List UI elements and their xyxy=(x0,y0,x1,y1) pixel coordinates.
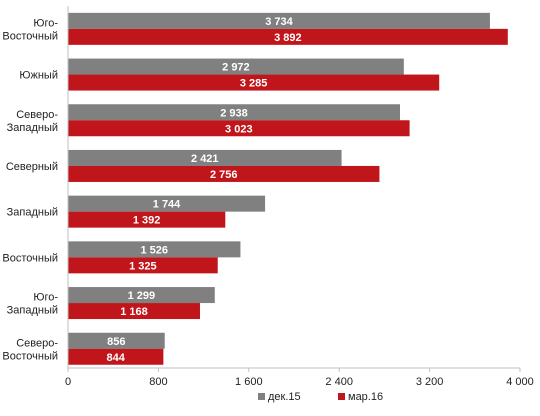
bar-dec15 xyxy=(68,195,266,212)
bar-mar16 xyxy=(68,348,164,365)
x-tick-label: 800 xyxy=(149,376,167,388)
x-tick-label: 1 600 xyxy=(235,376,263,388)
data-label: 2 756 xyxy=(210,169,238,181)
category-label: Восточный xyxy=(2,252,58,264)
bar-dec15 xyxy=(68,104,400,121)
bar-mar16 xyxy=(68,257,218,274)
data-label: 856 xyxy=(107,336,125,348)
legend-swatch xyxy=(258,393,265,400)
bar-mar16 xyxy=(68,303,200,320)
bar-mar16 xyxy=(68,211,226,228)
category-label: Западный xyxy=(7,207,58,219)
category-label: Северный xyxy=(6,161,58,173)
bar-mar16 xyxy=(68,165,380,182)
x-tick-label: 0 xyxy=(65,376,71,388)
bar-dec15 xyxy=(68,58,404,75)
bar-dec15 xyxy=(68,332,165,349)
legend-swatch xyxy=(338,393,345,400)
data-label: 3 892 xyxy=(274,32,302,44)
data-label: 1 325 xyxy=(129,260,157,272)
data-label: 3 023 xyxy=(225,123,253,135)
data-label: 2 938 xyxy=(220,107,248,119)
data-label: 1 392 xyxy=(133,215,161,227)
category-label: Северо-Западный xyxy=(7,109,59,134)
data-label: 2 972 xyxy=(222,62,250,74)
data-label: 2 421 xyxy=(191,153,219,165)
bar-mar16 xyxy=(68,28,508,45)
x-tick-label: 4 000 xyxy=(506,376,534,388)
data-label: 1 744 xyxy=(153,199,181,211)
legend-label: мар.16 xyxy=(348,391,383,403)
data-label: 3 734 xyxy=(265,16,293,28)
x-tick-label: 3 200 xyxy=(416,376,444,388)
data-label: 844 xyxy=(107,352,126,364)
x-tick-label: 2 400 xyxy=(325,376,353,388)
data-label: 1 526 xyxy=(140,244,168,256)
data-label: 3 285 xyxy=(240,78,268,90)
bar-dec15 xyxy=(68,241,241,258)
bar-dec15 xyxy=(68,12,490,29)
bar-dec15 xyxy=(68,287,215,304)
category-label: Юго-Западный xyxy=(7,292,59,317)
data-label: 1 168 xyxy=(120,306,148,318)
bar-mar16 xyxy=(68,74,440,91)
bar-mar16 xyxy=(68,120,410,137)
legend-label: дек.15 xyxy=(268,391,301,403)
category-label: Юго-Восточный xyxy=(2,17,58,42)
data-label: 1 299 xyxy=(128,290,156,302)
bar-dec15 xyxy=(68,149,342,166)
category-label: Северо-Восточный xyxy=(2,337,58,362)
category-label: Южный xyxy=(19,70,58,82)
